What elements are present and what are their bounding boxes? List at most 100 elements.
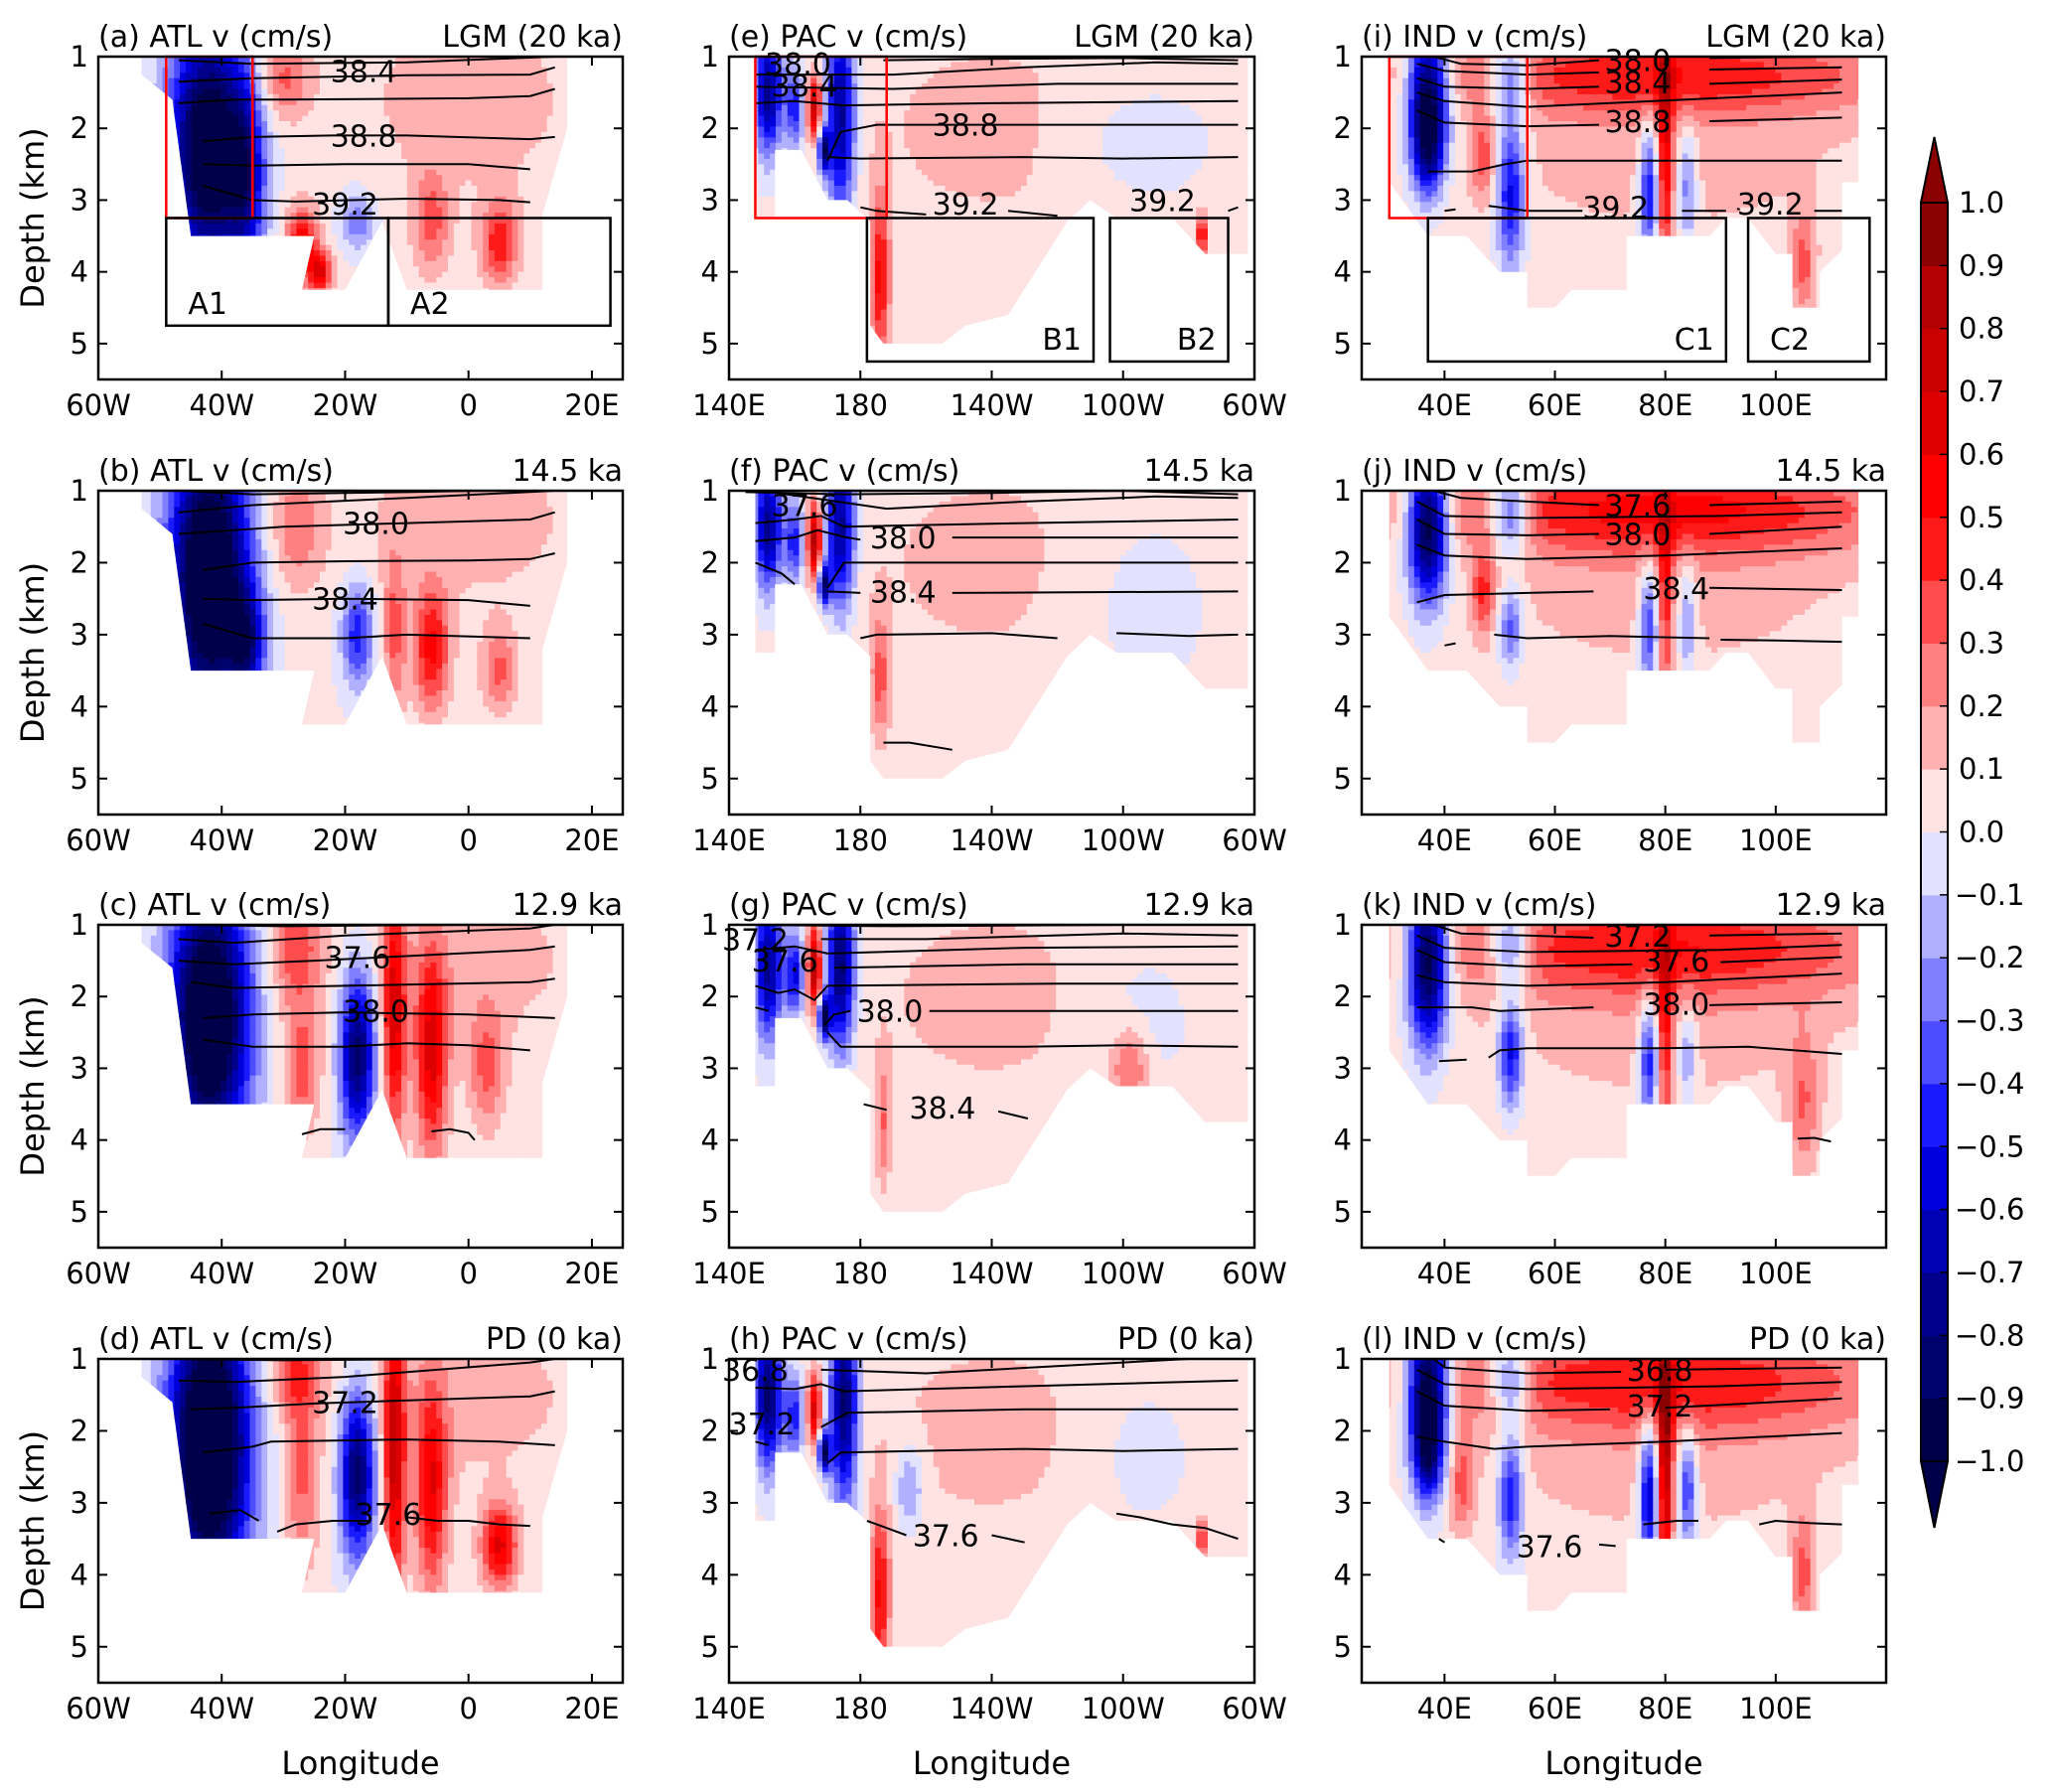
field-cell [513, 191, 519, 197]
field-cell [460, 261, 467, 267]
field-cell [116, 89, 123, 95]
field-cell [460, 299, 467, 305]
field-cell [210, 110, 217, 116]
field-cell [116, 78, 123, 84]
field-cell [192, 68, 199, 74]
field-cell [297, 148, 304, 154]
field-cell [430, 245, 437, 251]
field-cell [273, 208, 280, 214]
field-cell [145, 208, 152, 214]
field-cell [308, 348, 315, 354]
field-cell [320, 154, 327, 160]
field-cell [413, 105, 420, 111]
field-cell [529, 315, 536, 321]
field-cell [361, 245, 367, 251]
field-cell [145, 197, 152, 203]
field-cell [174, 272, 181, 278]
field-cell [127, 197, 134, 203]
field-cell [116, 197, 123, 203]
field-cell [495, 224, 502, 229]
field-cell [104, 83, 111, 89]
field-cell [389, 364, 396, 370]
field-cell [507, 68, 513, 74]
field-cell [110, 126, 117, 132]
field-cell [395, 239, 402, 245]
field-cell [454, 78, 461, 84]
field-cell [116, 272, 123, 278]
field-cell [419, 148, 426, 154]
field-cell [507, 208, 513, 214]
field-cell [133, 369, 140, 374]
field-cell [513, 62, 519, 68]
field-cell [122, 78, 129, 84]
field-cell [460, 181, 467, 187]
field-cell [407, 121, 414, 127]
field-cell [285, 337, 292, 343]
field-cell [273, 186, 280, 192]
field-cell [133, 320, 140, 326]
field-cell [250, 293, 257, 299]
field-cell [349, 353, 356, 359]
field-cell [273, 89, 280, 95]
field-cell [367, 228, 373, 234]
field-cell [541, 202, 548, 208]
field-cell [407, 353, 414, 359]
field-cell [104, 170, 111, 176]
field-cell [507, 331, 513, 337]
field-cell [192, 159, 199, 165]
field-cell [279, 186, 286, 192]
field-cell [192, 148, 199, 154]
field-cell [448, 234, 455, 240]
field-cell [314, 288, 321, 294]
field-cell [389, 272, 396, 278]
field-cell [332, 283, 339, 289]
field-cell [501, 228, 508, 234]
field-cell [145, 255, 152, 261]
field-cell [180, 110, 187, 116]
field-cell [436, 261, 443, 267]
field-cell [267, 358, 274, 364]
field-cell [308, 78, 315, 84]
field-cell [401, 283, 408, 289]
field-cell [564, 331, 571, 337]
field-cell [302, 191, 309, 197]
field-cell [145, 110, 152, 116]
field-cell [220, 358, 227, 364]
field-cell [564, 234, 571, 240]
field-cell [349, 224, 356, 229]
field-cell [215, 94, 221, 100]
field-cell [559, 250, 566, 256]
field-cell [407, 272, 414, 278]
field-cell [314, 358, 321, 364]
field-cell [139, 132, 146, 138]
field-cell [204, 234, 211, 240]
field-cell [192, 234, 199, 240]
field-cell [198, 73, 205, 78]
field-cell [501, 148, 508, 154]
field-cell [302, 304, 309, 310]
field-cell [122, 186, 129, 192]
field-cell [355, 310, 362, 316]
field-cell [517, 315, 524, 321]
field-cell [139, 197, 146, 203]
field-cell [419, 234, 426, 240]
field-cell [559, 364, 566, 370]
field-cell [151, 353, 158, 359]
field-cell [122, 126, 129, 132]
field-cell [513, 288, 519, 294]
field-cell [285, 202, 292, 208]
field-cell [157, 261, 164, 267]
field-cell [372, 342, 379, 348]
field-cell [547, 266, 554, 272]
field-cell [448, 148, 455, 154]
field-cell [226, 364, 233, 370]
field-cell [541, 181, 548, 187]
field-cell [466, 191, 473, 197]
field-cell [483, 239, 490, 245]
field-cell [302, 208, 309, 214]
field-cell [559, 89, 566, 95]
field-cell [517, 99, 524, 105]
field-cell [564, 261, 571, 267]
field-cell [104, 304, 111, 310]
field-cell [389, 293, 396, 299]
